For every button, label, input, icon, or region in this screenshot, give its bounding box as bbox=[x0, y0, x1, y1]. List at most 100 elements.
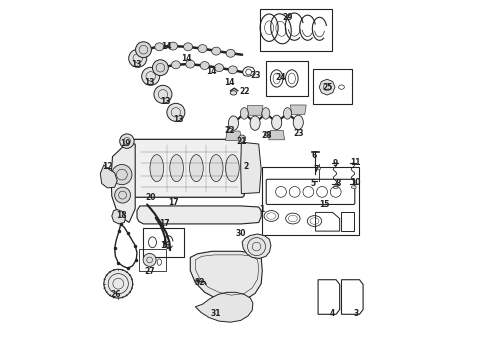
Text: 3: 3 bbox=[353, 309, 359, 318]
Text: 25: 25 bbox=[322, 83, 333, 91]
Ellipse shape bbox=[186, 60, 195, 68]
Text: 8: 8 bbox=[335, 179, 341, 188]
Ellipse shape bbox=[215, 64, 223, 72]
Text: 11: 11 bbox=[351, 158, 361, 167]
Polygon shape bbox=[196, 292, 253, 322]
Ellipse shape bbox=[209, 154, 223, 181]
Circle shape bbox=[143, 253, 156, 266]
Text: 24: 24 bbox=[275, 73, 286, 82]
Ellipse shape bbox=[271, 115, 282, 130]
Text: 31: 31 bbox=[210, 309, 221, 318]
Ellipse shape bbox=[265, 132, 270, 136]
Ellipse shape bbox=[170, 154, 183, 181]
Bar bbox=[313, 69, 351, 104]
Polygon shape bbox=[225, 131, 242, 140]
Ellipse shape bbox=[184, 43, 193, 51]
Bar bbox=[266, 61, 308, 96]
Polygon shape bbox=[241, 142, 261, 194]
Ellipse shape bbox=[158, 64, 168, 72]
Text: 14: 14 bbox=[162, 41, 172, 50]
Text: 6: 6 bbox=[312, 151, 317, 160]
Text: 19: 19 bbox=[120, 139, 131, 148]
Text: 26: 26 bbox=[110, 290, 121, 299]
Ellipse shape bbox=[230, 91, 237, 95]
Text: 20: 20 bbox=[146, 193, 156, 202]
Polygon shape bbox=[247, 106, 263, 115]
Circle shape bbox=[154, 85, 172, 103]
Text: 22: 22 bbox=[239, 87, 249, 96]
Ellipse shape bbox=[227, 129, 233, 132]
Text: 30: 30 bbox=[235, 229, 246, 238]
Ellipse shape bbox=[155, 43, 164, 51]
Text: 5: 5 bbox=[310, 179, 315, 188]
Ellipse shape bbox=[228, 66, 237, 74]
Text: 14: 14 bbox=[181, 54, 192, 63]
Polygon shape bbox=[111, 144, 135, 222]
Text: 32: 32 bbox=[195, 278, 205, 287]
Circle shape bbox=[136, 42, 151, 58]
Ellipse shape bbox=[143, 46, 151, 54]
Polygon shape bbox=[190, 251, 262, 302]
Polygon shape bbox=[269, 130, 285, 140]
Text: 13: 13 bbox=[173, 115, 184, 124]
Polygon shape bbox=[242, 234, 271, 258]
Text: 22: 22 bbox=[224, 126, 235, 135]
Text: 21: 21 bbox=[236, 136, 246, 145]
Circle shape bbox=[152, 60, 169, 76]
Polygon shape bbox=[291, 105, 306, 114]
Ellipse shape bbox=[212, 47, 220, 55]
Text: 28: 28 bbox=[261, 130, 272, 139]
Text: 23: 23 bbox=[250, 71, 261, 80]
FancyBboxPatch shape bbox=[132, 139, 245, 197]
Ellipse shape bbox=[262, 108, 270, 119]
Ellipse shape bbox=[228, 116, 239, 130]
Ellipse shape bbox=[198, 45, 207, 53]
Ellipse shape bbox=[293, 115, 303, 130]
Text: 14: 14 bbox=[207, 67, 217, 76]
Circle shape bbox=[120, 134, 134, 148]
Ellipse shape bbox=[150, 154, 164, 181]
Text: 13: 13 bbox=[145, 78, 155, 87]
Ellipse shape bbox=[200, 62, 209, 69]
Ellipse shape bbox=[169, 42, 177, 50]
Ellipse shape bbox=[351, 186, 356, 189]
Ellipse shape bbox=[250, 116, 260, 130]
Bar bbox=[262, 167, 359, 235]
Text: 15: 15 bbox=[319, 200, 329, 209]
Bar bbox=[260, 9, 332, 51]
Text: 16: 16 bbox=[160, 241, 171, 250]
Bar bbox=[144, 228, 184, 257]
Text: 27: 27 bbox=[144, 267, 155, 276]
Ellipse shape bbox=[172, 61, 180, 69]
Ellipse shape bbox=[317, 167, 320, 170]
Text: 7: 7 bbox=[314, 165, 319, 174]
Polygon shape bbox=[112, 210, 125, 224]
Text: 9: 9 bbox=[333, 159, 338, 168]
Text: 13: 13 bbox=[131, 60, 142, 69]
Circle shape bbox=[142, 67, 160, 85]
Text: 13: 13 bbox=[161, 97, 171, 106]
Polygon shape bbox=[137, 206, 261, 224]
Text: 17: 17 bbox=[169, 198, 179, 207]
Text: 23: 23 bbox=[293, 129, 303, 138]
Text: 12: 12 bbox=[102, 162, 113, 171]
Ellipse shape bbox=[284, 108, 292, 119]
Ellipse shape bbox=[225, 154, 239, 181]
Text: 10: 10 bbox=[351, 178, 361, 187]
Circle shape bbox=[112, 165, 132, 185]
Text: 1: 1 bbox=[260, 205, 265, 214]
Circle shape bbox=[115, 187, 130, 203]
Circle shape bbox=[129, 49, 147, 67]
Text: 29: 29 bbox=[282, 13, 293, 22]
Circle shape bbox=[167, 103, 185, 121]
Polygon shape bbox=[319, 79, 335, 95]
Text: 4: 4 bbox=[329, 309, 335, 318]
Ellipse shape bbox=[333, 186, 338, 189]
Text: 14: 14 bbox=[224, 78, 235, 87]
Polygon shape bbox=[100, 165, 117, 188]
Ellipse shape bbox=[226, 49, 235, 57]
Circle shape bbox=[239, 135, 245, 142]
Ellipse shape bbox=[240, 108, 248, 119]
Text: 2: 2 bbox=[243, 162, 248, 171]
Text: 17: 17 bbox=[159, 219, 170, 228]
